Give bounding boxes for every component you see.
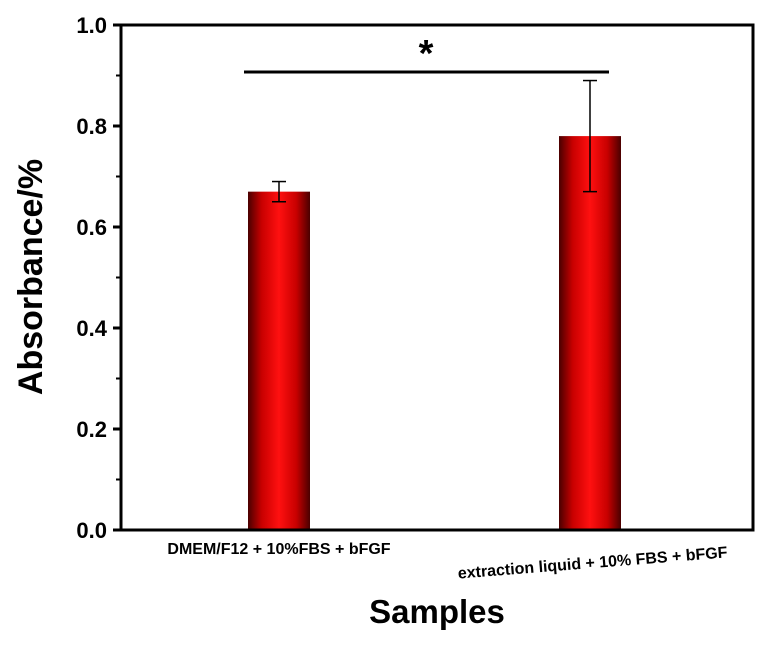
- y-axis-title: Absorbance/%: [12, 159, 50, 395]
- x-tick-label: DMEM/F12 + 10%FBS + bFGF: [167, 541, 390, 558]
- significance-annotation: *: [244, 33, 609, 75]
- x-axis: DMEM/F12 + 10%FBS + bFGF extraction liqu…: [167, 541, 728, 583]
- bars: [248, 136, 621, 530]
- y-tick-label: 1.0: [76, 13, 107, 38]
- x-tick-label: extraction liquid + 10% FBS + bFGF: [457, 544, 728, 582]
- significance-label: *: [419, 33, 434, 75]
- error-bars: [272, 79, 597, 203]
- y-tick-label: 0.4: [76, 316, 107, 341]
- y-tick-label: 0.6: [76, 215, 107, 240]
- y-tick-label: 0.8: [76, 114, 107, 139]
- x-axis-title: Samples: [369, 593, 505, 630]
- bar: [559, 136, 621, 530]
- bar: [248, 191, 310, 530]
- plot-frame: [119, 23, 755, 532]
- y-axis: 0.0 0.2 0.4 0.6 0.8 1.0: [76, 13, 121, 543]
- y-tick-label: 0.0: [76, 518, 107, 543]
- y-tick-label: 0.2: [76, 417, 107, 442]
